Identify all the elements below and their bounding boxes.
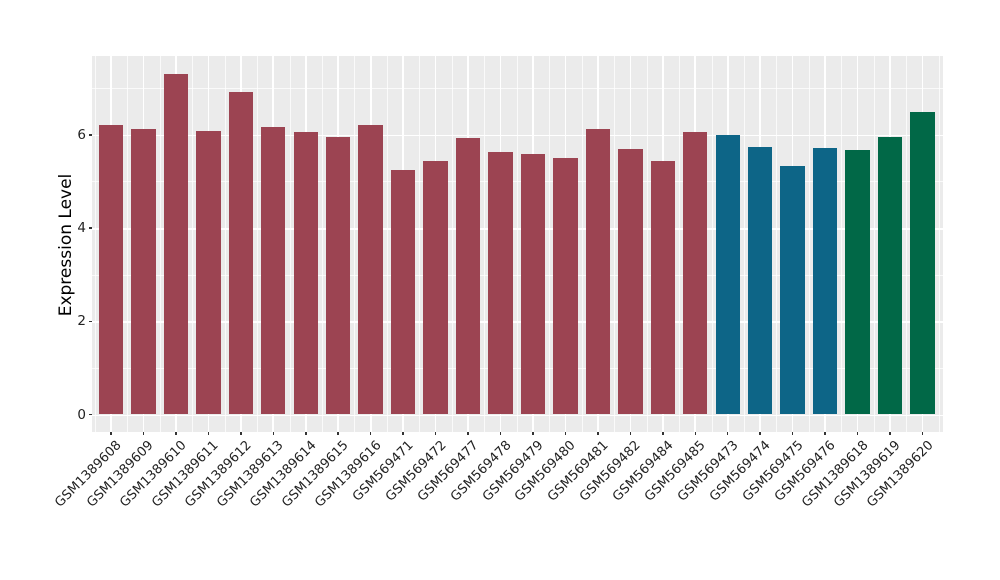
gridline-vertical-minor: [419, 56, 421, 432]
gridline-vertical-minor: [549, 56, 551, 432]
bar: [877, 136, 903, 415]
y-tick-mark: [88, 227, 92, 229]
gridline-vertical-minor: [94, 56, 96, 432]
bar: [650, 160, 675, 415]
x-tick-mark: [499, 432, 502, 435]
x-tick-mark: [240, 432, 242, 435]
x-tick-mark: [305, 432, 307, 435]
bar: [618, 148, 643, 415]
gridline-vertical-minor: [938, 56, 940, 432]
bar: [358, 124, 383, 415]
bar: [715, 134, 740, 415]
x-tick-mark: [726, 432, 729, 435]
x-tick-mark: [791, 432, 794, 435]
gridline-vertical-minor: [776, 56, 778, 432]
x-tick-mark: [694, 432, 697, 435]
x-tick-mark: [369, 432, 372, 435]
gridline-vertical-minor: [906, 56, 908, 432]
bar: [326, 136, 351, 415]
x-tick-mark: [824, 432, 826, 435]
bar: [131, 129, 156, 415]
gridline-vertical-minor: [451, 56, 453, 432]
bar: [845, 149, 870, 415]
x-tick-mark: [272, 432, 275, 435]
bar: [423, 161, 448, 415]
gridline-vertical-minor: [743, 56, 745, 432]
gridline-vertical-minor: [711, 56, 713, 432]
gridline-vertical-minor: [841, 56, 843, 432]
gridline-vertical-minor: [321, 56, 323, 432]
y-tick-label: 2: [77, 313, 86, 330]
x-tick-mark: [889, 432, 891, 435]
gridline-vertical-minor: [354, 56, 356, 432]
x-tick-mark: [629, 432, 632, 435]
gridline-vertical-minor: [614, 56, 616, 432]
gridline-vertical-minor: [386, 56, 388, 432]
bar: [261, 126, 286, 415]
x-tick-mark: [759, 432, 761, 435]
bar: [683, 131, 708, 415]
bar: [488, 151, 513, 415]
plot-panel: [92, 56, 943, 432]
gridline-vertical-minor: [127, 56, 129, 432]
bar: [390, 169, 416, 415]
x-tick-mark: [597, 432, 599, 435]
gridline-vertical-minor: [646, 56, 648, 432]
bar: [163, 73, 189, 415]
bar: [585, 129, 611, 415]
gridline-vertical-minor: [289, 56, 291, 432]
gridline-vertical-minor: [679, 56, 681, 432]
x-tick-mark: [207, 432, 210, 435]
x-tick-mark: [532, 432, 534, 435]
y-tick-mark: [88, 134, 92, 136]
x-tick-mark: [564, 432, 567, 435]
x-tick-mark: [434, 432, 437, 435]
x-tick-mark: [110, 432, 112, 435]
gridline-vertical-minor: [159, 56, 161, 432]
bar: [293, 131, 318, 415]
bar: [98, 125, 124, 415]
y-tick-label: 4: [77, 220, 86, 237]
gridline-vertical-minor: [516, 56, 518, 432]
gridline-vertical-minor: [873, 56, 875, 432]
gridline-vertical-minor: [808, 56, 810, 432]
gridline-vertical-minor: [192, 56, 194, 432]
x-tick-mark: [467, 432, 469, 435]
y-tick-mark: [88, 413, 92, 416]
bar: [228, 92, 254, 415]
x-tick-mark: [175, 432, 177, 435]
bar: [780, 166, 805, 415]
y-tick-label: 0: [77, 406, 86, 423]
y-tick-mark: [88, 320, 92, 322]
bar: [520, 154, 546, 415]
gridline-vertical-minor: [257, 56, 259, 432]
x-tick-mark: [337, 432, 339, 435]
gridline-vertical-minor: [581, 56, 583, 432]
gridline-vertical-minor: [484, 56, 486, 432]
bar: [748, 147, 773, 415]
x-tick-mark: [921, 432, 924, 435]
x-tick-mark: [142, 432, 145, 435]
bar: [196, 131, 221, 415]
bar: [812, 148, 838, 415]
x-tick-mark: [662, 432, 664, 435]
y-tick-label: 6: [77, 126, 86, 143]
bar: [910, 112, 935, 415]
bar: [553, 158, 578, 415]
bar: [455, 137, 481, 415]
x-tick-mark: [856, 432, 859, 435]
gridline-vertical-minor: [224, 56, 226, 432]
x-tick-mark: [402, 432, 404, 435]
